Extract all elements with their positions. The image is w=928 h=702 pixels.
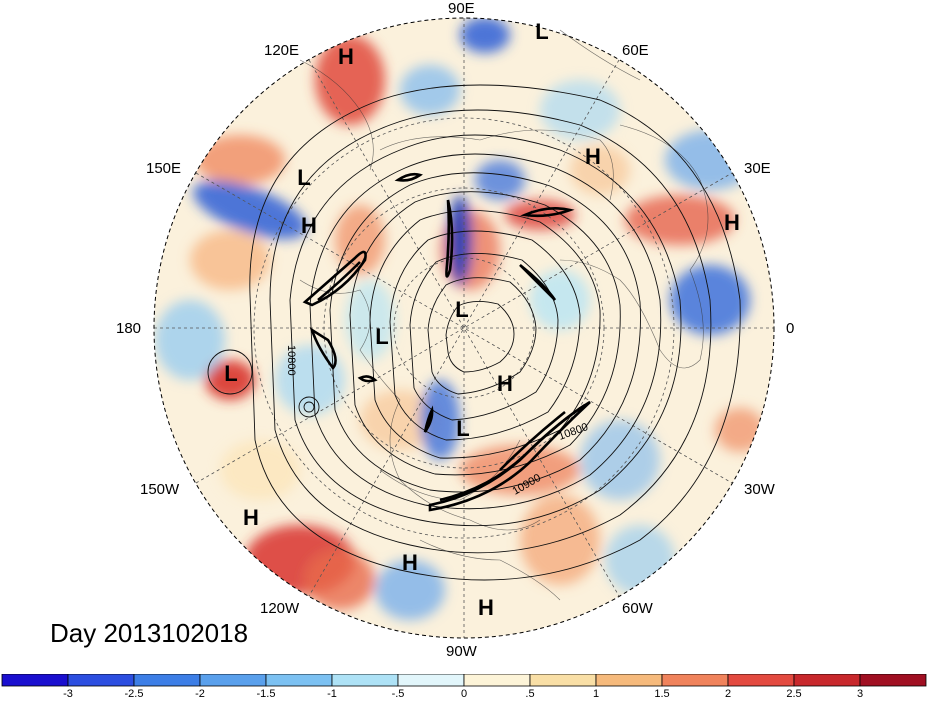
- colorbar-cell: [199, 674, 267, 687]
- lon-label-60e: 60E: [622, 42, 649, 59]
- low-pressure-marker: L: [535, 19, 549, 44]
- high-pressure-marker: H: [338, 44, 354, 69]
- lon-label-60w: 60W: [622, 600, 653, 617]
- colorbar-tick-label: 2.5: [786, 688, 802, 700]
- colorbar-cell: [397, 674, 465, 687]
- colorbar-cell: [265, 674, 333, 687]
- colorbar-tick-label: -1: [327, 688, 337, 700]
- colorbar-tick-label: 3: [856, 688, 864, 700]
- high-pressure-marker: H: [497, 371, 513, 396]
- colorbar-cell: [133, 674, 201, 687]
- colorbar-cell: [595, 674, 663, 687]
- low-pressure-marker: L: [375, 324, 389, 349]
- lon-label-180: 180: [116, 320, 142, 337]
- contour-label: 10800: [285, 345, 297, 376]
- colorbar-cell: [463, 674, 531, 687]
- graticule: [154, 18, 774, 638]
- lon-label-150w: 150W: [140, 481, 180, 498]
- colorbar-cell: [1, 674, 69, 687]
- lon-label-30e: 30E: [744, 160, 771, 177]
- lon-label-150e: 150E: [146, 160, 182, 177]
- colorbar-cell: [793, 674, 861, 687]
- day-label: Day 2013102018: [50, 618, 249, 648]
- colorbar-tick-label: -1.5: [256, 688, 276, 700]
- colorbar-cell: [331, 674, 399, 687]
- colorbar-cell: [529, 674, 597, 687]
- colorbar-tick-label: 1.5: [654, 688, 670, 700]
- colorbar-tick-label: 2: [724, 688, 732, 700]
- colorbar-cell: [859, 674, 927, 687]
- high-pressure-marker: H: [478, 595, 494, 620]
- lon-label-120e: 120E: [264, 42, 300, 59]
- colorbar-tick-label: 0: [460, 688, 468, 700]
- colorbar-tick-label: -.5: [391, 688, 405, 700]
- high-pressure-marker: H: [724, 210, 740, 235]
- low-pressure-marker: L: [224, 361, 238, 386]
- coastlines: [299, 29, 709, 601]
- low-pressure-marker: L: [456, 416, 470, 441]
- low-pressure-marker: L: [455, 297, 469, 322]
- lon-label-120w: 120W: [260, 600, 300, 617]
- colorbar-cell: [67, 674, 135, 687]
- colorbar-tick-label: -2: [195, 688, 205, 700]
- colorbar-tick-label: 1: [592, 688, 600, 700]
- high-pressure-marker: H: [301, 213, 317, 238]
- height-contours: [207, 84, 741, 581]
- low-pressure-marker: L: [297, 165, 311, 190]
- colorbar: [1, 674, 927, 687]
- lon-label-0: 0: [786, 320, 795, 337]
- colorbar-cell: [727, 674, 795, 687]
- polar-map: 10800 10800 10900: [153, 17, 775, 639]
- lon-label-90e: 90E: [448, 0, 475, 17]
- lon-label-30w: 30W: [744, 481, 775, 498]
- colorbar-cell: [661, 674, 729, 687]
- colorbar-tick-label: -3: [63, 688, 73, 700]
- colorbar-tick-label: .5: [525, 688, 535, 700]
- lon-label-90w: 90W: [446, 643, 477, 660]
- high-pressure-marker: H: [402, 550, 418, 575]
- map-boundary: [153, 17, 775, 639]
- high-pressure-marker: H: [585, 144, 601, 169]
- colorbar-tick-label: -2.5: [124, 688, 144, 700]
- jet-contours: [302, 172, 591, 512]
- high-pressure-marker: H: [243, 505, 259, 530]
